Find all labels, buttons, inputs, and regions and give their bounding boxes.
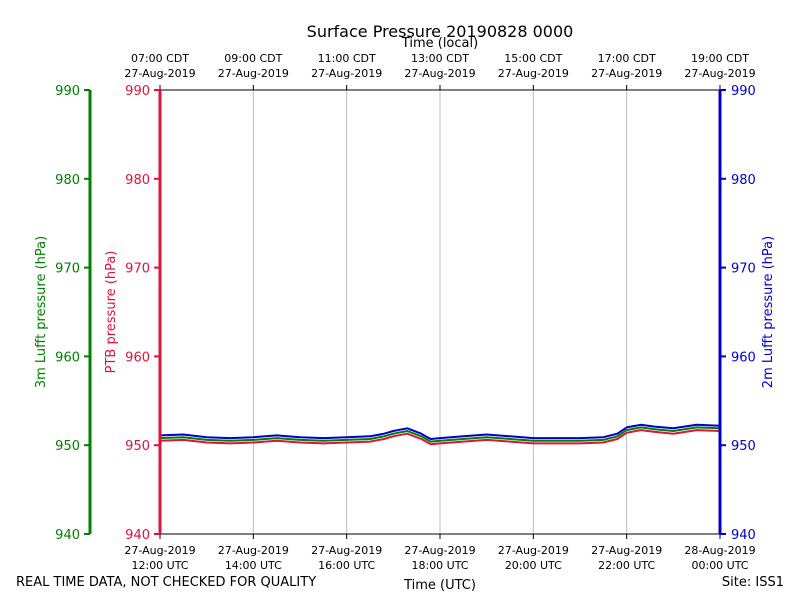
top-tick-time: 19:00 CDT	[691, 52, 749, 65]
ptb-ytick-label: 970	[125, 262, 150, 277]
top-tick-time: 13:00 CDT	[411, 52, 469, 65]
lufft3m-ytick-label: 950	[55, 439, 80, 454]
lufft2m-axis-label: 2m Lufft pressure (hPa)	[761, 236, 776, 388]
bottom-tick-date: 27-Aug-2019	[591, 544, 662, 557]
top-tick-date: 27-Aug-2019	[404, 67, 475, 80]
ptb-pressure-line	[159, 429, 721, 446]
bottom-tick-time: 00:00 UTC	[691, 559, 748, 572]
3m-lufft-pressure-line	[159, 426, 721, 443]
top-tick-time: 15:00 CDT	[504, 52, 562, 65]
bottom-tick-date: 27-Aug-2019	[404, 544, 475, 557]
bottom-tick-date: 27-Aug-2019	[498, 544, 569, 557]
top-tick-date: 27-Aug-2019	[124, 67, 195, 80]
lufft2m-ytick-label: 980	[731, 173, 756, 188]
lufft3m-axis-label: 3m Lufft pressure (hPa)	[34, 236, 49, 388]
ptb-ytick-label: 960	[125, 350, 150, 365]
top-tick-date: 27-Aug-2019	[498, 67, 569, 80]
ptb-ytick-label: 950	[125, 439, 150, 454]
bottom-tick-date: 28-Aug-2019	[684, 544, 755, 557]
lufft2m-ytick-label: 970	[731, 262, 756, 277]
top-tick-time: 17:00 CDT	[598, 52, 656, 65]
top-tick-time: 11:00 CDT	[318, 52, 376, 65]
bottom-tick-date: 27-Aug-2019	[124, 544, 195, 557]
ptb-ytick-label: 940	[125, 528, 150, 543]
lufft2m-ytick-label: 940	[731, 528, 756, 543]
bottom-tick-time: 12:00 UTC	[131, 559, 188, 572]
top-tick-date: 27-Aug-2019	[311, 67, 382, 80]
quality-disclaimer: REAL TIME DATA, NOT CHECKED FOR QUALITY	[16, 575, 317, 590]
axis-ticks: 27-Aug-2019 12:00 UTC 27-Aug-2019 14:00 UTC…	[55, 52, 756, 572]
lufft2m-ytick-label: 950	[731, 439, 756, 454]
top-tick-date: 27-Aug-2019	[591, 67, 662, 80]
x-gridlines	[252, 90, 628, 534]
lufft2m-ytick-label: 960	[731, 350, 756, 365]
top-tick-date: 27-Aug-2019	[218, 67, 289, 80]
chart-title: Surface Pressure 20190828 0000	[307, 22, 574, 41]
bottom-axis-label: Time (UTC)	[403, 578, 476, 593]
lufft3m-ytick-label: 960	[55, 350, 80, 365]
lufft2m-ytick-label: 990	[731, 84, 756, 99]
bottom-tick-time: 18:00 UTC	[411, 559, 468, 572]
bottom-tick-time: 22:00 UTC	[598, 559, 655, 572]
bottom-tick-time: 16:00 UTC	[318, 559, 375, 572]
top-tick-time: 09:00 CDT	[224, 52, 282, 65]
lufft3m-ytick-label: 990	[55, 84, 80, 99]
series-layer	[159, 423, 721, 446]
lufft3m-ytick-label: 980	[55, 173, 80, 188]
bottom-tick-time: 20:00 UTC	[505, 559, 562, 572]
top-tick-time: 07:00 CDT	[131, 52, 189, 65]
ptb-ytick-label: 980	[125, 173, 150, 188]
2m-lufft-pressure-line	[159, 423, 721, 440]
bottom-tick-date: 27-Aug-2019	[218, 544, 289, 557]
ptb-ytick-label: 990	[125, 84, 150, 99]
bottom-tick-date: 27-Aug-2019	[311, 544, 382, 557]
top-axis-label: Time (local)	[401, 36, 478, 51]
site-label: Site: ISS1	[721, 575, 784, 590]
ptb-axis-label: PTB pressure (hPa)	[104, 251, 119, 374]
top-tick-date: 27-Aug-2019	[684, 67, 755, 80]
lufft3m-ytick-label: 940	[55, 528, 80, 543]
lufft3m-ytick-label: 970	[55, 262, 80, 277]
bottom-tick-time: 14:00 UTC	[225, 559, 282, 572]
